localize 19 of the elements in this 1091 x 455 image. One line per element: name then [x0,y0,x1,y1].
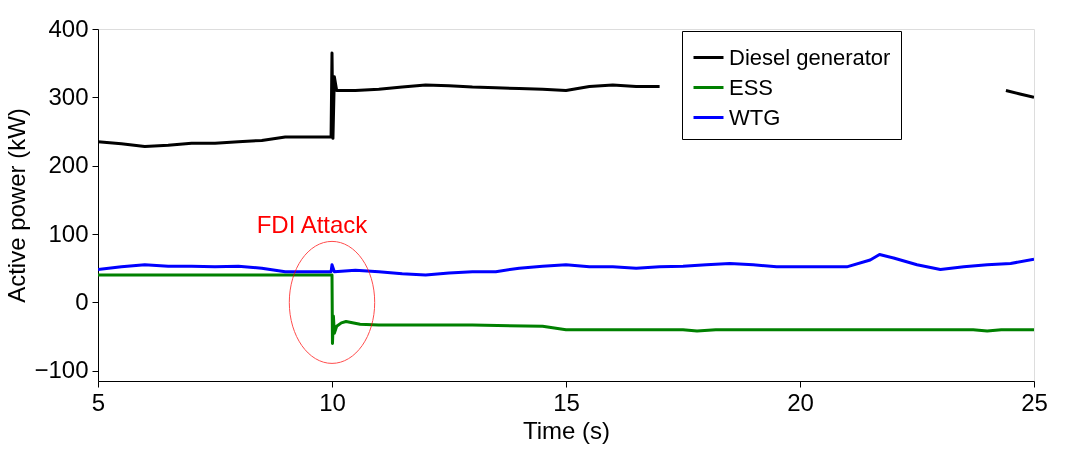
y-tick-label: 200 [48,151,89,179]
legend-label: Diesel generator [729,44,891,70]
y-tick-label: 400 [48,14,89,42]
y-axis-title: Active power (kW) [3,108,31,303]
x-tick-label: 20 [787,388,814,416]
y-tick-label: −100 [34,356,89,384]
x-tick-label: 10 [319,388,346,416]
x-tick-label: 15 [553,388,580,416]
y-tick-label: 300 [48,82,89,110]
x-axis-title: Time (s) [522,416,611,444]
y-tick-label: 0 [75,287,89,315]
legend-label: WTG [729,104,781,130]
line-series [98,253,1034,277]
legend-label: ESS [729,74,774,100]
x-tick-label: 5 [91,388,106,416]
x-tick-label: 25 [1021,388,1048,416]
annotation: FDI Attack [256,211,369,239]
line-series [98,273,1034,345]
y-tick-label: 100 [48,219,89,247]
